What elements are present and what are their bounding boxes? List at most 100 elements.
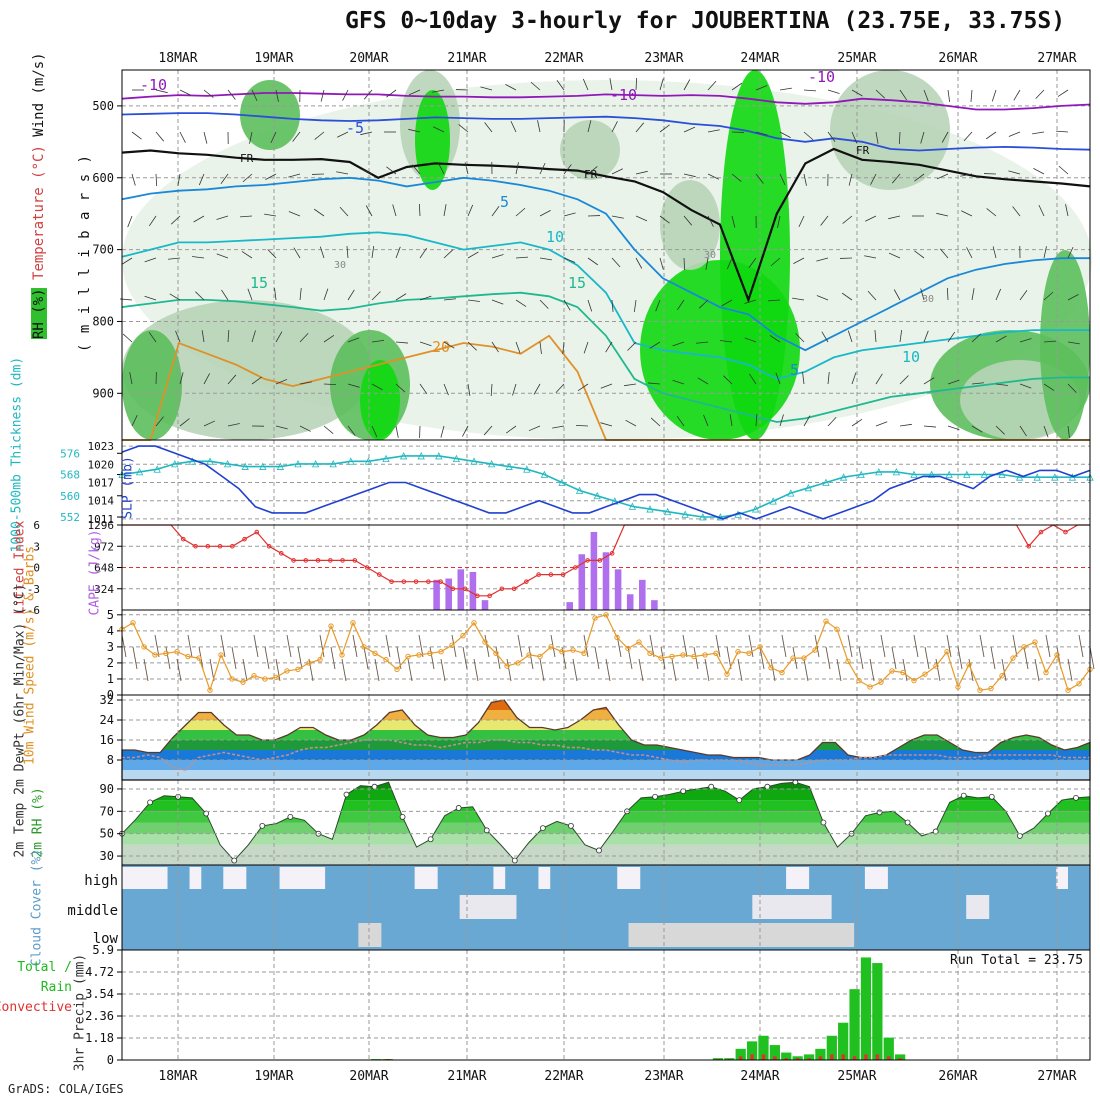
wind-barb: [802, 372, 805, 385]
thickness-marker: [329, 460, 337, 468]
wind-barb: [464, 162, 469, 175]
wind-barb: [795, 333, 805, 343]
lifted-marker: [401, 579, 407, 584]
thickness-marker: [382, 454, 390, 462]
cloud-low-cell: [831, 923, 843, 947]
precip-convective-bar: [898, 1058, 902, 1060]
wind-barb: [240, 215, 253, 218]
wind-barb: [920, 131, 925, 144]
wind-barb: [563, 164, 572, 175]
wind-barb: [583, 341, 589, 354]
wind-speed-marker: [669, 653, 675, 660]
wind-barb: [336, 171, 349, 175]
lifted-marker: [315, 558, 321, 563]
surface-wind-barb: [154, 634, 160, 658]
cloud-middle-cell: [808, 895, 821, 919]
date-label-bottom: 21MAR: [447, 1069, 486, 1084]
date-label-top: 20MAR: [349, 51, 388, 66]
wind-barb: [899, 423, 912, 427]
wind-barb: [683, 79, 691, 91]
wind-barb: [467, 204, 474, 217]
surface-wind-barb: [517, 634, 523, 658]
cloud-high-cell: [864, 867, 877, 889]
isotherm-line: [121, 147, 1091, 304]
precip-convective-bar: [887, 1056, 891, 1060]
wind-barb: [292, 131, 301, 142]
rh2m-marker: [287, 814, 294, 820]
surface-wind-barb: [649, 634, 655, 658]
wind-barb: [609, 78, 613, 91]
rh2m-marker: [231, 857, 238, 864]
cloud-high-cell: [425, 867, 438, 889]
precip-convective-bar: [818, 1056, 823, 1060]
precip-convective-bar: [773, 1056, 777, 1060]
wind-speed-marker: [1065, 687, 1071, 693]
precip-convective-bar: [864, 1054, 868, 1060]
wind-barb: [847, 330, 853, 343]
precip-convective-bar: [750, 1054, 754, 1060]
cloud-low-cell: [842, 923, 855, 947]
wind-barb: [1067, 294, 1079, 301]
wind-barb: [347, 383, 360, 388]
thickness-marker: [699, 513, 707, 521]
date-label-bottom: 24MAR: [740, 1069, 779, 1084]
wind-barb: [155, 416, 164, 427]
wind-barb: [755, 173, 764, 184]
cape-bar: [566, 602, 573, 610]
wind-barb: [371, 246, 375, 259]
wind-barb: [192, 256, 205, 259]
wind-barb: [216, 253, 229, 259]
date-label-bottom: 27MAR: [1037, 1069, 1076, 1084]
wind-barb: [555, 383, 565, 394]
surface-wind-barb: [418, 634, 424, 658]
wind-barb: [443, 249, 454, 259]
precip-tick-label: 2.36: [85, 1009, 114, 1023]
thickness-marker: [927, 470, 936, 478]
isotherm-line: [121, 112, 1091, 152]
wind-barb: [587, 120, 592, 133]
wind-barb: [635, 77, 638, 91]
wind-barb: [1008, 131, 1021, 137]
wind-barb: [432, 89, 445, 93]
wind-barb: [227, 330, 230, 343]
thickness-marker: [311, 460, 320, 468]
wind-barb: [577, 383, 589, 392]
thickness-tick-label: 568: [60, 469, 80, 482]
temp-band: [122, 750, 1090, 760]
wind-speed-marker: [306, 660, 312, 666]
wind-barb: [347, 425, 356, 436]
thickness-marker: [259, 462, 267, 470]
wind-barb: [827, 416, 837, 427]
wind-speed-line: [121, 614, 1091, 693]
thickness-marker: [417, 452, 425, 460]
thickness-marker: [575, 486, 584, 494]
ylabel-rh: RH (%): [31, 288, 47, 339]
wind-barb: [705, 257, 709, 270]
cloud-middle-cell: [504, 895, 517, 919]
thickness-marker: [593, 491, 601, 500]
surface-wind-barb: [275, 658, 281, 682]
wind-barb: [891, 173, 901, 184]
cloud-high-cell: [155, 867, 168, 889]
wind-barb: [775, 372, 781, 385]
cloud-low-cell: [819, 923, 832, 947]
wind-barb: [443, 383, 449, 396]
wind-barb: [227, 423, 240, 427]
cape-bar: [602, 552, 610, 610]
wind-barb: [323, 383, 337, 386]
precip-convective-bar: [784, 1058, 788, 1060]
wind-barb: [575, 424, 589, 427]
thickness-marker: [294, 460, 302, 468]
lifted-marker: [303, 558, 309, 563]
isotherm-label: 15: [568, 274, 586, 292]
lifted-marker: [450, 586, 456, 592]
wind-barb: [827, 89, 840, 94]
wind-barb: [299, 332, 309, 343]
lifted-marker: [217, 543, 223, 549]
wind-barb: [659, 215, 670, 224]
date-label-top: 26MAR: [938, 51, 977, 66]
wind-barb: [360, 168, 373, 175]
wind-speed-marker: [1032, 639, 1038, 645]
wind-barb: [1043, 425, 1049, 438]
wind-barb: [779, 131, 791, 138]
